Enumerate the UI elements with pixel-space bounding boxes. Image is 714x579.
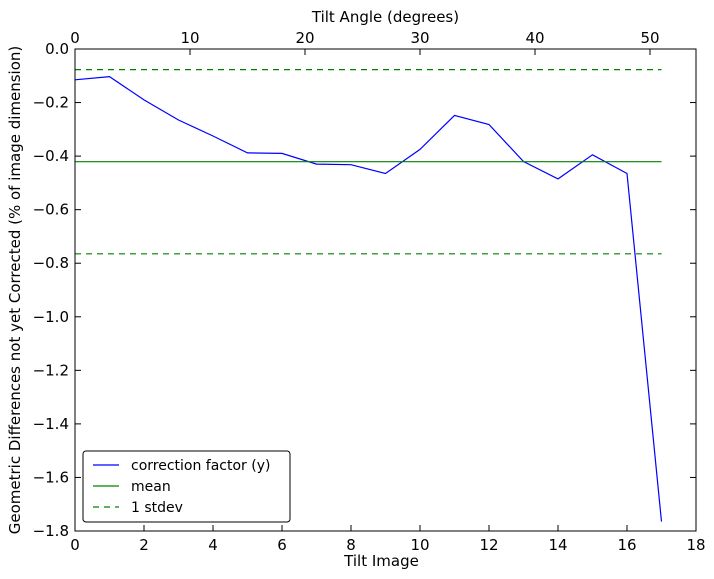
top-x-tick-label: 40 <box>525 29 544 47</box>
axes-frame <box>74 48 697 532</box>
top-x-tick-label: 50 <box>640 29 659 47</box>
legend-label: mean <box>131 479 171 495</box>
legend: correction factor (y) mean 1 stdev <box>82 450 291 523</box>
y-tick-label: −0.2 <box>33 94 69 112</box>
x-tick-label: 6 <box>277 536 287 554</box>
x-tick-label: 4 <box>208 536 218 554</box>
x-tick-label: 0 <box>70 536 80 554</box>
y-tick-label: −1.4 <box>33 415 69 433</box>
top-axis-label: Tilt Angle (degrees) <box>311 8 459 26</box>
y-tick-label: −1.2 <box>33 361 69 379</box>
y-tick-label: −0.8 <box>33 254 69 272</box>
series-line-correction-factor-y <box>74 75 663 522</box>
axes-ticks: 0 2 4 6 8 10 12 14 16 18 0 10 20 30 40 50 0.0 −0.2 −0.4 −0.… <box>33 29 706 554</box>
legend-label: 1 stdev <box>131 500 183 516</box>
top-x-tick-label: 10 <box>180 29 199 47</box>
x-tick-label: 16 <box>617 536 636 554</box>
y-tick-label: −1.8 <box>33 522 69 540</box>
y-tick-label: −0.6 <box>33 201 69 219</box>
y-tick-label: −1.6 <box>33 468 69 486</box>
y-axis-label: Geometric Differences not yet Corrected … <box>6 46 24 535</box>
x-tick-label: 12 <box>479 536 498 554</box>
legend-label: correction factor (y) <box>131 458 270 474</box>
y-tick-label: −1.0 <box>33 308 69 326</box>
plot-area <box>74 68 663 522</box>
x-tick-label: 14 <box>548 536 567 554</box>
x-tick-label: 10 <box>410 536 429 554</box>
top-x-tick-label: 0 <box>70 29 80 47</box>
x-tick-label: 8 <box>346 536 356 554</box>
legend-box <box>82 450 291 523</box>
y-tick-label: −0.4 <box>33 147 69 165</box>
y-tick-label: 0.0 <box>45 40 69 58</box>
top-x-tick-label: 30 <box>410 29 429 47</box>
x-axis-label: Tilt Image <box>343 552 419 570</box>
x-tick-label: 2 <box>139 536 149 554</box>
x-tick-label: 18 <box>686 536 705 554</box>
top-x-tick-label: 20 <box>295 29 314 47</box>
